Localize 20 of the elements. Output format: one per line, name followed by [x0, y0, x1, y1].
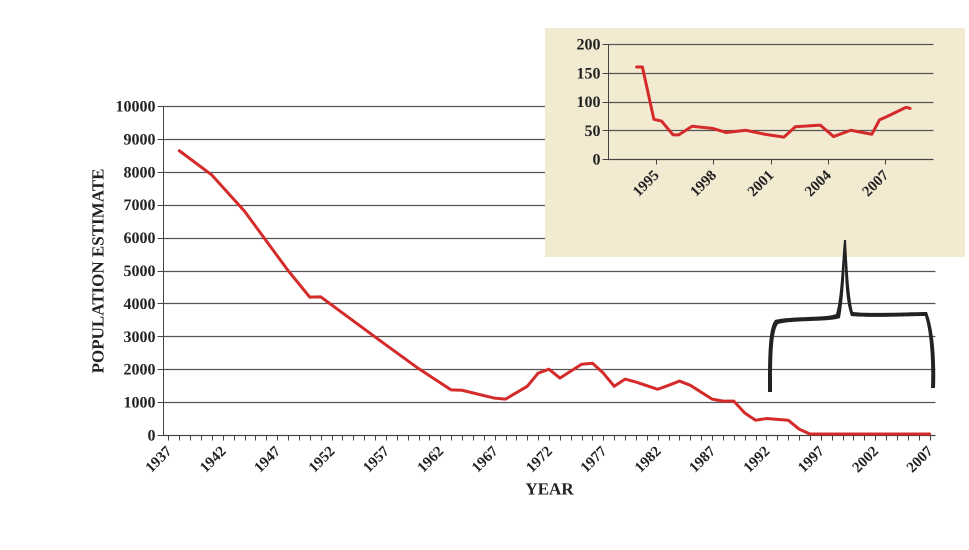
y-tick-label: 9000 — [124, 131, 156, 148]
y-tick-label: 200 — [576, 36, 600, 54]
y-tick-label: 2000 — [124, 362, 156, 379]
y-tick-label: 7000 — [124, 197, 156, 214]
y-tick-label: 50 — [584, 122, 600, 140]
y-tick-label: 5000 — [124, 263, 156, 280]
y-axis-title: POPULATION ESTIMATE — [88, 168, 108, 374]
y-tick-label: 0 — [148, 428, 156, 444]
line-series — [635, 66, 912, 139]
y-tick-label: 150 — [576, 65, 600, 82]
y-tick-label: 6000 — [124, 230, 156, 248]
y-tick-label: 0 — [592, 152, 600, 168]
line-series — [178, 149, 932, 436]
x-axis-title: YEAR — [525, 479, 574, 498]
y-tick-label: 1000 — [124, 394, 156, 412]
y-tick-label: 4000 — [124, 296, 156, 313]
y-tick-label: 3000 — [124, 328, 156, 346]
y-tick-label: 8000 — [124, 164, 156, 182]
y-tick-label: 100 — [576, 94, 600, 111]
y-tick-label: 10000 — [116, 98, 156, 116]
